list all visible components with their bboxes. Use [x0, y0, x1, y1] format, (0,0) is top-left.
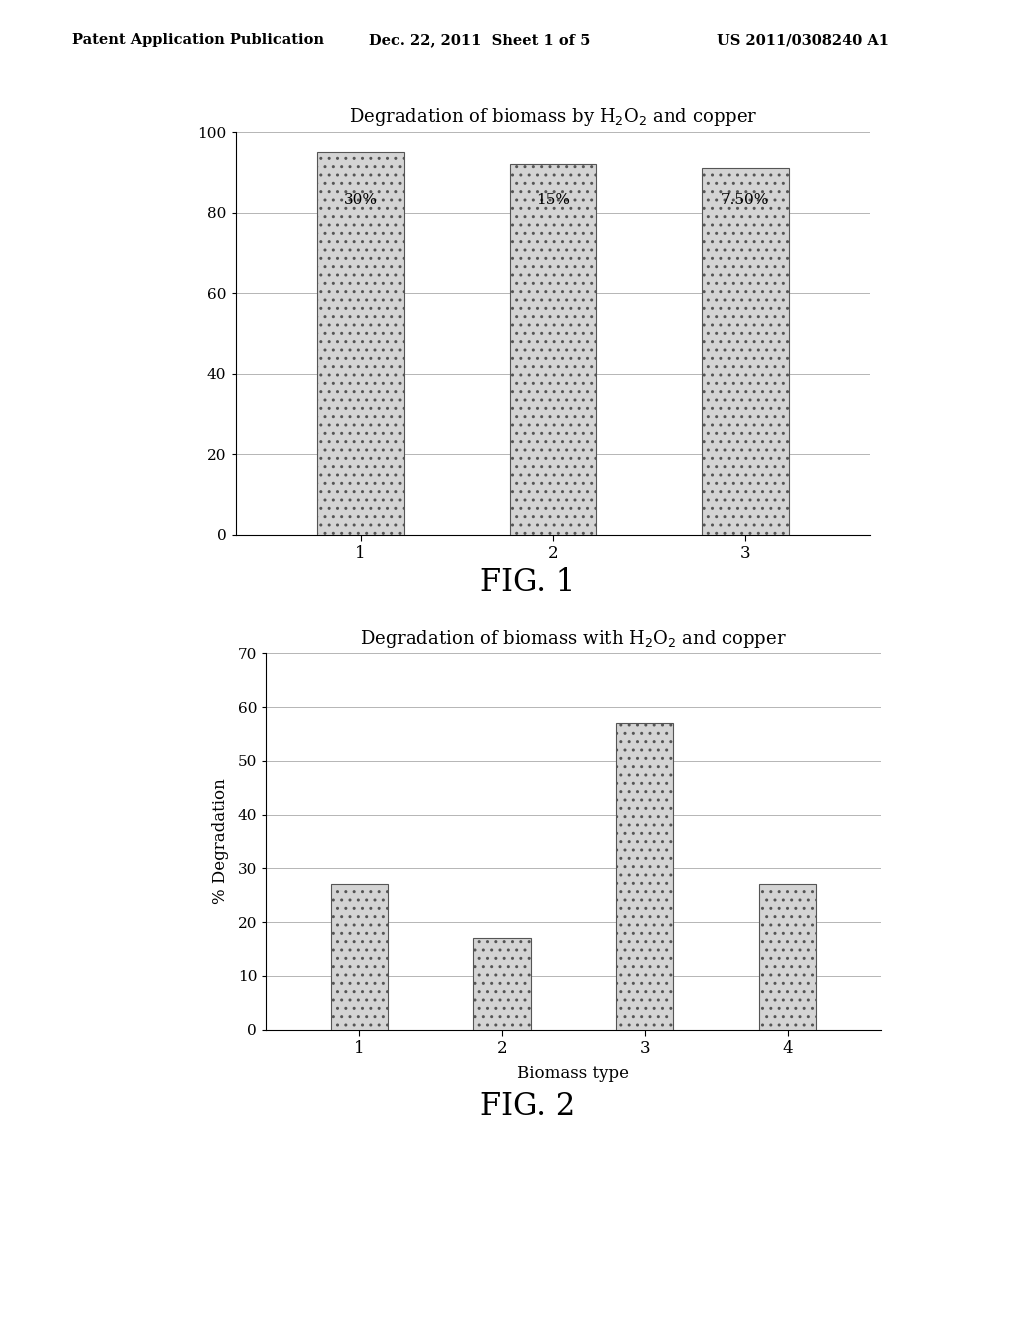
Text: FIG. 2: FIG. 2: [479, 1092, 575, 1122]
Text: Patent Application Publication: Patent Application Publication: [72, 33, 324, 48]
Title: Degradation of biomass by H$_2$O$_2$ and copper: Degradation of biomass by H$_2$O$_2$ and…: [349, 107, 757, 128]
Text: US 2011/0308240 A1: US 2011/0308240 A1: [717, 33, 889, 48]
Text: 30%: 30%: [344, 194, 378, 207]
Title: Degradation of biomass with H$_2$O$_2$ and copper: Degradation of biomass with H$_2$O$_2$ a…: [360, 628, 786, 649]
Bar: [510, 164, 596, 535]
Bar: [473, 939, 530, 1030]
Y-axis label: % Degradation: % Degradation: [212, 779, 229, 904]
Text: Dec. 22, 2011  Sheet 1 of 5: Dec. 22, 2011 Sheet 1 of 5: [369, 33, 590, 48]
Bar: [702, 168, 788, 535]
Bar: [759, 884, 816, 1030]
Text: 7.50%: 7.50%: [721, 194, 769, 207]
Text: 15%: 15%: [536, 194, 570, 207]
X-axis label: Biomass type: Biomass type: [517, 1065, 630, 1082]
Bar: [317, 152, 403, 535]
Bar: [331, 884, 388, 1030]
Bar: [616, 723, 674, 1030]
Text: FIG. 1: FIG. 1: [479, 568, 575, 598]
